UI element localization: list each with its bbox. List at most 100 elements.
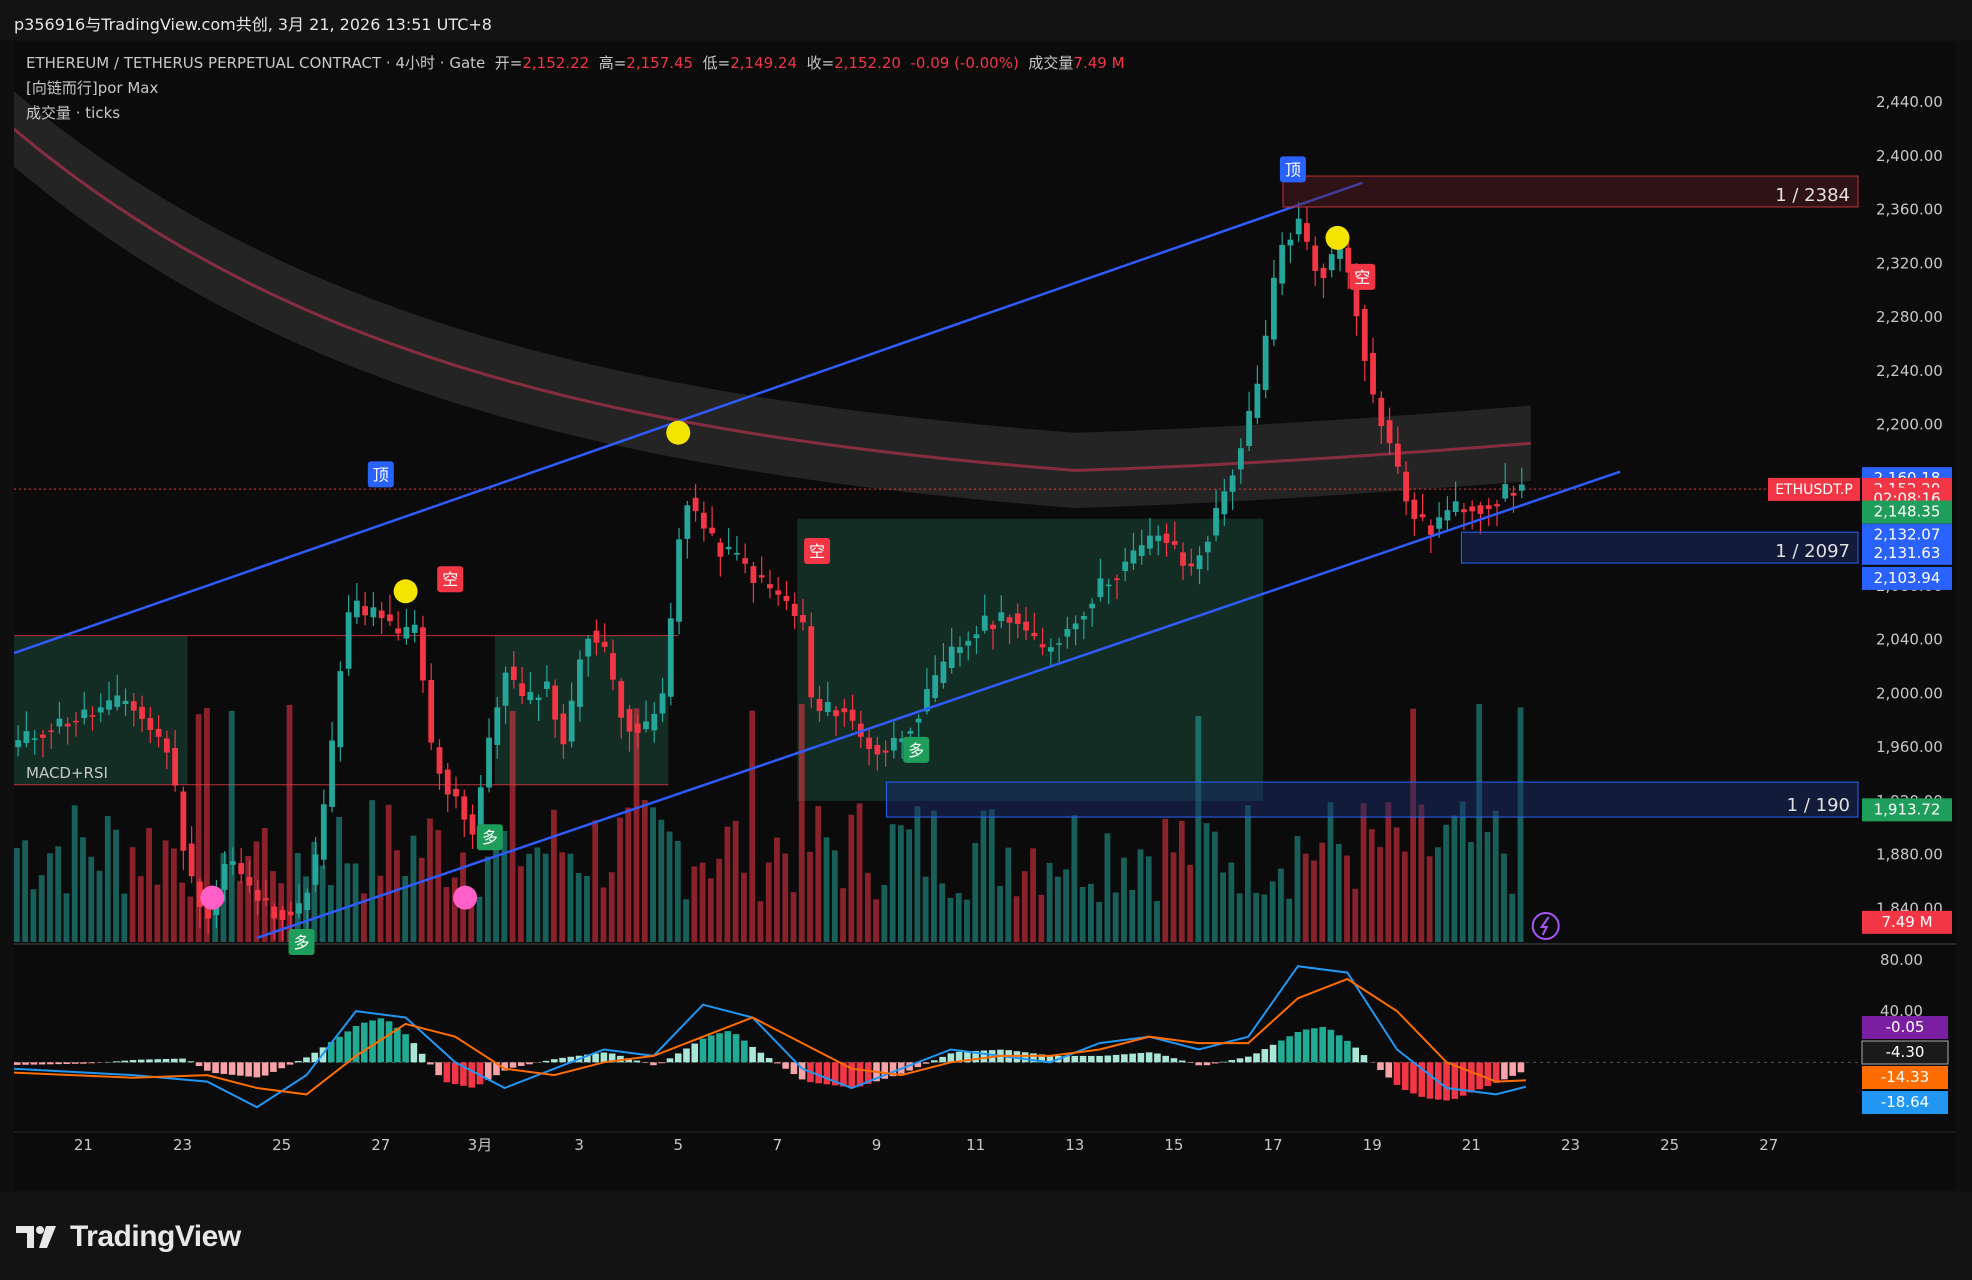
price-zone <box>885 781 1859 818</box>
volume-bar <box>980 810 987 942</box>
candle-body <box>130 701 137 711</box>
volume-bar <box>1211 831 1218 942</box>
alert-bolt-icon <box>1539 916 1550 936</box>
candle-body <box>841 708 848 713</box>
volume-bar <box>848 814 855 942</box>
candle-body <box>700 512 707 529</box>
macd-hist-bar <box>1451 1062 1459 1099</box>
macd-hist-bar <box>840 1062 847 1087</box>
volume-bar <box>1253 892 1260 942</box>
candle-body <box>370 607 377 618</box>
volume-bar <box>451 877 458 942</box>
volume-bar <box>707 878 714 942</box>
macd-hist-bar <box>947 1053 955 1063</box>
volume-bar <box>1517 707 1524 942</box>
y-tick-label: 2,000.00 <box>1876 684 1943 702</box>
candle-body <box>73 720 79 723</box>
pane2-title[interactable]: MACD+RSI <box>26 764 108 782</box>
candle-body <box>1080 616 1087 620</box>
volume-bar <box>270 871 276 942</box>
volume-bar <box>493 827 499 942</box>
macd-hist-bar <box>154 1059 162 1063</box>
volume-bar <box>88 856 95 942</box>
macd-hist-bar <box>1327 1029 1335 1063</box>
volume-bar <box>14 848 20 942</box>
chart-frame[interactable]: 1 / 2384 1 / 2097 1 / 190 顶顶空空空多多多 2,440.00 2… <box>14 42 1956 1190</box>
price-axis-label: 1,913.72 <box>1874 800 1941 818</box>
signal-marker: 顶 <box>1279 156 1306 183</box>
candle-body <box>849 709 856 721</box>
volume-bar <box>691 866 698 942</box>
macd-hist-bar <box>352 1026 360 1063</box>
macd-histogram <box>14 1018 1525 1101</box>
volume-bar <box>939 883 946 942</box>
low-value: 2,149.24 <box>730 54 798 72</box>
candle-body <box>758 575 765 578</box>
macd-hist-bar <box>1104 1055 1112 1063</box>
zone-label: 1 / 2384 <box>1775 185 1850 206</box>
volume-bar <box>823 837 830 942</box>
volume-bar <box>1286 898 1293 942</box>
candle-body <box>387 614 393 622</box>
volume-bar <box>732 820 739 942</box>
candle-body <box>428 679 435 743</box>
macd-hist-bar <box>1269 1044 1277 1063</box>
pane2-tick-label: 80.00 <box>1880 951 1923 969</box>
volume-bar <box>1352 888 1359 942</box>
y-tick-label: 2,360.00 <box>1876 201 1943 219</box>
volume-bar <box>1005 847 1012 942</box>
volume-bar <box>1104 833 1111 942</box>
volume-bar <box>146 828 152 942</box>
candle-body <box>667 618 674 697</box>
candle-body <box>238 863 245 875</box>
candle-body <box>304 892 311 911</box>
volume-bar <box>501 830 508 942</box>
indicator-legend-2[interactable]: 成交量 · ticks <box>26 104 121 122</box>
candle-body <box>1287 239 1294 246</box>
signal-marker: 多 <box>476 824 503 851</box>
candle-body <box>122 700 129 705</box>
candle-body <box>1444 510 1451 521</box>
candle-body <box>692 497 699 512</box>
tradingview-logo[interactable]: TradingView <box>16 1220 241 1254</box>
candle-body <box>866 737 872 750</box>
macd-hist-bar <box>1121 1054 1128 1063</box>
volume-bar <box>1137 849 1144 942</box>
macd-hist-bar <box>1079 1055 1087 1063</box>
signal-marker-text: 多 <box>482 828 498 847</box>
signal-marker-text: 多 <box>293 933 309 952</box>
candle-body <box>97 707 104 713</box>
macd-hist-bar <box>542 1060 550 1063</box>
candle-body <box>345 612 352 669</box>
macd-hist-bar <box>782 1062 789 1069</box>
candle-body <box>320 804 327 860</box>
volume-bar <box>1121 857 1127 942</box>
volume-bar <box>1228 862 1235 942</box>
macd-hist-bar <box>1468 1062 1475 1093</box>
candle-body <box>279 909 286 920</box>
volume-bar <box>1063 869 1070 942</box>
macd-hist-bar <box>344 1031 352 1063</box>
candle-body <box>833 710 839 717</box>
volume-bar <box>1426 856 1433 942</box>
candle-body <box>1221 491 1228 515</box>
macd-hist-bar <box>38 1062 46 1065</box>
candle-body <box>1494 504 1500 507</box>
candle-body <box>89 715 96 717</box>
candle-body <box>1436 517 1443 529</box>
macd-hist-bar <box>336 1036 343 1063</box>
candle-body <box>411 624 418 633</box>
volume-bar <box>1377 847 1383 942</box>
macd-hist-bar <box>592 1053 599 1063</box>
symbol-tag: ETHUSDT.P <box>1775 482 1853 498</box>
macd-hist-bar <box>1344 1040 1351 1063</box>
candle-body <box>1031 632 1038 637</box>
volume-bar <box>1410 708 1417 942</box>
indicator-legend-1[interactable]: [向链而行]por Max <box>26 79 159 97</box>
macd-hist-bar <box>1162 1055 1169 1063</box>
x-tick-label: 23 <box>173 1136 192 1154</box>
macd-hist-bar <box>369 1020 376 1063</box>
candle-body <box>1419 514 1426 518</box>
volume-bar <box>104 816 111 942</box>
